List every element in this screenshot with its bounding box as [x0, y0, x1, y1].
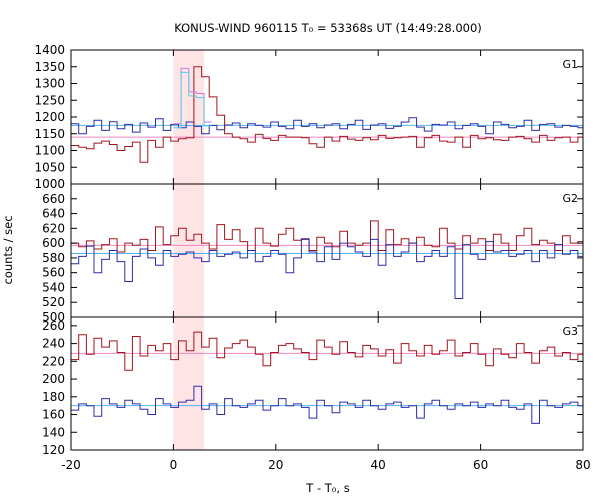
y-tick-label: 660	[42, 192, 65, 206]
plot-area: 100010501100115012001250130013501400G150…	[34, 43, 590, 472]
y-tick-label: 540	[42, 280, 65, 294]
series-blue-histogram	[71, 238, 583, 299]
y-tick-label: 640	[42, 207, 65, 221]
y-tick-label: 120	[42, 443, 65, 457]
x-tick-label: 20	[268, 458, 283, 472]
y-axis-label: counts / sec	[1, 215, 15, 284]
y-tick-label: 560	[42, 266, 65, 280]
y-tick-label: 200	[42, 372, 65, 386]
panel-label: G1	[562, 58, 578, 71]
series-blue-histogram	[71, 117, 583, 135]
y-tick-label: 500	[42, 310, 65, 324]
panel-label: G2	[562, 192, 578, 205]
series-red-histogram	[71, 220, 583, 253]
panel-g3: 120 140 160 180 200 220 240 260 G3	[42, 316, 584, 457]
y-tick-label: 160	[42, 408, 65, 422]
burst-interval-highlight	[173, 50, 205, 450]
x-axis-label: T - T₀, s	[305, 481, 349, 495]
y-tick-label: 1150	[34, 127, 65, 141]
series-red-histogram	[71, 66, 583, 163]
panel-frame	[70, 49, 584, 185]
y-tick-label: 620	[42, 221, 65, 235]
y-tick-label: 140	[42, 425, 65, 439]
panel-label: G3	[562, 325, 578, 338]
panel-frame	[70, 316, 584, 451]
series-blue-histogram	[71, 385, 583, 424]
y-tick-label: 260	[42, 319, 65, 333]
x-tick-label: 60	[473, 458, 488, 472]
pulse-fit-histogram-secondary	[173, 71, 212, 129]
y-tick-label: 240	[42, 337, 65, 351]
panel-g1: 1000 1050 1100 1150 1200 1250 1300 1350 1400 G1	[34, 43, 584, 191]
x-tick-label: 40	[371, 458, 386, 472]
y-tick-label: 180	[42, 390, 65, 404]
y-tick-label: 580	[42, 251, 65, 265]
x-tick-label: 0	[170, 458, 178, 472]
series-red-histogram	[71, 331, 583, 371]
chart-title: KONUS-WIND 960115 T₀ = 53368s UT (14:49:…	[174, 21, 482, 35]
y-tick-label: 1250	[34, 93, 65, 107]
x-tick-label: -20	[61, 458, 81, 472]
y-tick-label: 520	[42, 295, 65, 309]
y-tick-label: 1100	[34, 144, 65, 158]
y-tick-label: 1050	[34, 160, 65, 174]
y-tick-label: 220	[42, 354, 65, 368]
y-tick-label: 1350	[34, 60, 65, 74]
x-tick-label: 80	[575, 458, 590, 472]
y-tick-label: 1200	[34, 110, 65, 124]
y-tick-label: 600	[42, 236, 65, 250]
y-tick-label: 1300	[34, 77, 65, 91]
y-tick-label: 1400	[34, 43, 65, 57]
y-tick-label: 1000	[34, 177, 65, 191]
